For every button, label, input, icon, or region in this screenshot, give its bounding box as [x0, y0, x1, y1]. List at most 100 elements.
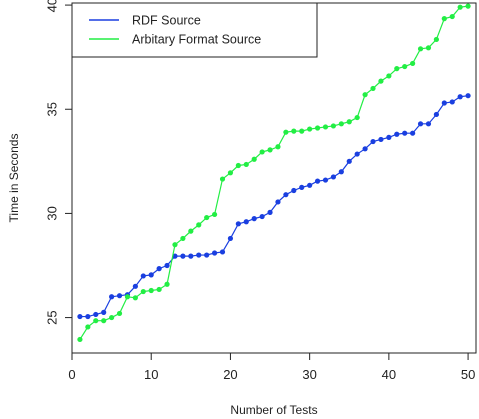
y-tick-label: 30 [44, 206, 59, 220]
data-point [299, 128, 305, 134]
data-point [402, 130, 408, 136]
data-point [291, 128, 297, 134]
data-point [410, 60, 416, 67]
data-point [441, 16, 447, 22]
data-point [101, 318, 107, 324]
data-point [148, 287, 154, 294]
data-point [267, 147, 273, 153]
data-point [425, 121, 432, 127]
data-point [219, 176, 226, 182]
data-point [211, 250, 218, 256]
data-point [93, 311, 99, 318]
data-point [378, 78, 384, 84]
data-point [156, 266, 162, 272]
y-tick-label: 35 [44, 102, 59, 116]
data-point [164, 262, 170, 269]
data-point [457, 94, 463, 100]
data-point [338, 169, 344, 175]
data-point [449, 13, 455, 20]
data-point [164, 281, 170, 287]
data-point [188, 253, 194, 259]
data-point [235, 162, 241, 169]
data-point [314, 125, 321, 131]
y-axis-title: Time in Seconds [7, 134, 21, 223]
data-point [346, 119, 352, 125]
data-point [433, 111, 439, 118]
data-point [85, 324, 91, 330]
x-tick-label: 20 [223, 367, 237, 382]
x-tick-label: 10 [144, 367, 158, 382]
data-point [425, 45, 432, 51]
data-point [243, 219, 249, 225]
data-point [77, 313, 83, 320]
data-point [394, 66, 400, 72]
data-point [433, 36, 439, 43]
data-point [417, 121, 424, 127]
legend-box [71, 2, 318, 58]
data-point [354, 151, 360, 157]
data-point [275, 144, 281, 150]
data-point [410, 130, 416, 136]
data-point [251, 216, 257, 222]
data-point [77, 336, 83, 343]
data-point [148, 272, 154, 278]
data-point [109, 294, 115, 300]
data-point [283, 192, 289, 198]
data-point [93, 318, 99, 324]
series-line [79, 95, 469, 318]
x-tick-label: 40 [382, 367, 396, 382]
data-point [172, 242, 178, 248]
data-point [322, 177, 329, 183]
data-point [227, 170, 234, 176]
data-point [330, 174, 337, 180]
data-point [219, 249, 226, 255]
axis-ticks: 0 10 20 30 40 50 25 30 35 40 [44, 0, 475, 382]
data-point [362, 146, 368, 152]
data-point [354, 114, 360, 121]
data-point [109, 314, 115, 321]
data-point [307, 126, 313, 132]
data-point [172, 253, 178, 259]
data-point [330, 123, 337, 129]
data-point [211, 211, 218, 218]
data-point [338, 121, 344, 127]
data-point [140, 288, 146, 295]
data-point [235, 221, 241, 227]
data-point [132, 283, 138, 289]
data-point [259, 149, 265, 155]
legend: RDF Source Arbitary Format Source [71, 2, 318, 58]
data-point [196, 252, 202, 258]
y-tick-label: 25 [44, 310, 59, 324]
y-tick-label: 40 [44, 0, 59, 12]
data-point [378, 136, 384, 143]
data-series [77, 3, 471, 343]
data-point [449, 99, 455, 105]
data-point [322, 124, 329, 130]
data-point [180, 253, 186, 259]
data-point [140, 273, 146, 279]
data-point [417, 46, 424, 52]
data-point [291, 187, 297, 194]
data-point [370, 85, 376, 92]
data-point [156, 286, 162, 293]
data-point [441, 100, 447, 106]
data-point [243, 161, 249, 168]
data-point [259, 213, 265, 220]
data-point [465, 93, 471, 99]
data-point [370, 138, 376, 145]
data-point [394, 131, 400, 137]
data-point [101, 309, 107, 315]
data-point [188, 228, 194, 234]
data-point [402, 63, 408, 70]
x-axis-title: Number of Tests [230, 403, 317, 417]
data-point [196, 222, 202, 228]
data-point [85, 313, 91, 320]
data-point [116, 310, 123, 317]
x-tick-label: 50 [461, 367, 475, 382]
data-point [275, 199, 281, 205]
legend-label: RDF Source [132, 14, 201, 28]
data-point [204, 214, 210, 221]
data-point [386, 73, 392, 79]
